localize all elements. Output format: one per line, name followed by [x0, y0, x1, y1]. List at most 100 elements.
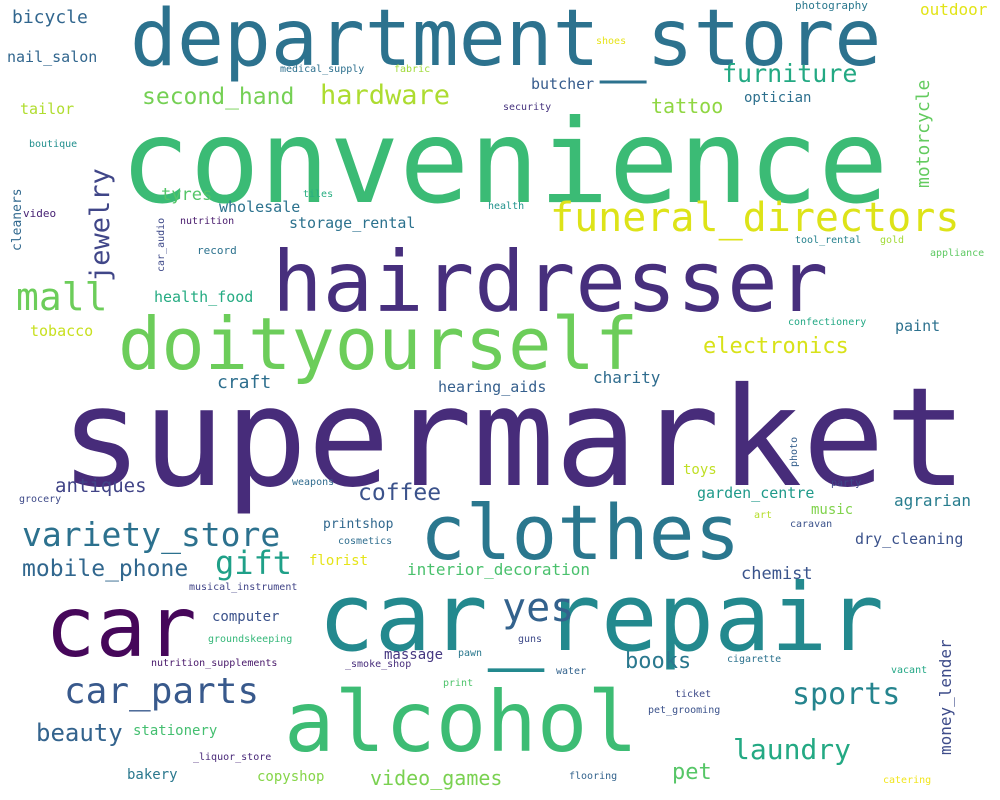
word-pawn: pawn — [458, 648, 483, 659]
word-car-parts: car_parts — [64, 671, 260, 712]
word-butcher: butcher — [531, 75, 595, 93]
word-doityourself: doityourself — [118, 302, 639, 386]
word-garden-centre: garden_centre — [697, 484, 815, 502]
word-liquor-store: _liquor_store — [193, 752, 272, 763]
word-mobile-phone: mobile_phone — [22, 556, 189, 582]
word-motorcycle: motorcycle — [913, 79, 934, 188]
word-chemist: chemist — [741, 564, 813, 584]
word-nutrition: nutrition — [180, 216, 235, 227]
word-books: books — [625, 649, 692, 674]
word-electronics: electronics — [703, 334, 849, 359]
word-optician: optician — [744, 90, 812, 106]
word-bicycle: bicycle — [12, 7, 88, 28]
word-pet-grooming: pet_grooming — [648, 705, 721, 716]
word-storage-rental: storage_rental — [289, 214, 416, 232]
word-weapons: weapons — [292, 477, 335, 488]
word-copyshop: copyshop — [257, 769, 325, 785]
word-cigarette: cigarette — [727, 654, 782, 665]
word-supermarket: supermarket — [60, 359, 968, 518]
word-hearing-aids: hearing_aids — [438, 378, 547, 396]
word-second-hand: second_hand — [142, 84, 295, 110]
word-jewelry: jewelry — [85, 168, 116, 282]
word-boutique: boutique — [29, 139, 78, 150]
word-sports: sports — [792, 677, 901, 712]
word-massage: massage — [384, 647, 444, 663]
word-beauty: beauty — [36, 719, 123, 747]
word-water: water — [556, 666, 587, 677]
word-florist: florist — [309, 553, 369, 569]
word-gold: gold — [880, 235, 905, 246]
word-craft: craft — [217, 372, 272, 393]
word-nutrition-supplements: nutrition_supplements — [151, 658, 278, 669]
word-caravan: caravan — [790, 519, 833, 530]
word-photography: photography — [795, 0, 868, 12]
word-health: health — [488, 201, 525, 212]
word-computer: computer — [212, 609, 280, 625]
word-antiques: antiques — [55, 475, 147, 497]
word-funeral-directors: funeral_directors — [550, 195, 960, 241]
word-hairdresser: hairdresser — [272, 233, 829, 331]
word-toys: toys — [683, 462, 717, 478]
word-nail-salon: nail_salon — [7, 48, 98, 66]
word-guns: guns — [518, 634, 543, 645]
word-appliance: appliance — [930, 248, 985, 259]
word-party: party — [831, 478, 862, 489]
word-bakery: bakery — [127, 767, 178, 783]
word-tattoo: tattoo — [651, 94, 724, 118]
word-printshop: printshop — [323, 517, 394, 532]
word-pet: pet — [672, 760, 712, 785]
word-car-repair: car_repair — [318, 564, 884, 673]
word-tobacco: tobacco — [30, 322, 94, 340]
word-vacant: vacant — [891, 665, 928, 676]
word-tyres: tyres — [161, 185, 213, 205]
word-yes: yes — [502, 585, 575, 631]
word-convenience: convenience — [120, 95, 889, 230]
word-laundry: laundry — [733, 733, 852, 766]
word-video: video — [23, 207, 57, 220]
word-catering: catering — [883, 775, 932, 786]
word-photo: photo — [789, 436, 800, 467]
word-flooring: flooring — [569, 771, 618, 782]
word-department-store: department_store — [130, 0, 882, 84]
word-gift: gift — [215, 544, 293, 582]
word-shoes: shoes — [596, 36, 627, 47]
word-music: music — [811, 502, 854, 518]
word-stationery: stationery — [133, 723, 218, 739]
word-variety-store: variety_store — [22, 515, 281, 554]
word-print: print — [443, 678, 474, 689]
word-mall: mall — [16, 275, 108, 319]
word-confectionery: confectionery — [788, 317, 867, 328]
word-money-lender: money_lender — [936, 639, 955, 755]
word-clothes: clothes — [420, 488, 741, 577]
word-health-food: health_food — [154, 288, 254, 306]
word-cosmetics: cosmetics — [338, 536, 393, 547]
word-car-audio: car_audio — [156, 217, 167, 272]
word-hardware: hardware — [320, 80, 451, 111]
word-outdoor: outdoor — [920, 0, 988, 19]
word-agrarian: agrarian — [894, 491, 972, 510]
word-paint: paint — [895, 317, 941, 335]
word-ticket: ticket — [675, 689, 712, 700]
word-tailor: tailor — [20, 100, 75, 118]
word-grocery: grocery — [19, 494, 62, 505]
word-fabric: fabric — [394, 64, 431, 75]
word-charity: charity — [593, 368, 661, 387]
word-wholesale: wholesale — [219, 198, 301, 216]
word-tiles: tiles — [303, 189, 334, 200]
word-interior-decoration: interior_decoration — [407, 560, 591, 579]
word-furniture: furniture — [722, 59, 858, 88]
word-art: art — [754, 510, 773, 521]
word-musical-instrument: musical_instrument — [189, 582, 298, 593]
word-security: security — [503, 102, 552, 113]
word-record: record — [197, 244, 237, 257]
word-alcohol: alcohol — [284, 673, 639, 771]
word-tool-rental: tool_rental — [795, 235, 862, 246]
word-video-games: video_games — [370, 766, 503, 790]
word-dry-cleaning: dry_cleaning — [855, 530, 964, 548]
word-groundskeeping: groundskeeping — [208, 634, 293, 645]
word-medical-supply: medical_supply — [280, 64, 365, 75]
word-coffee: coffee — [358, 480, 442, 506]
word-smoke-shop: _smoke_shop — [345, 659, 412, 670]
word-car: car — [45, 578, 197, 676]
